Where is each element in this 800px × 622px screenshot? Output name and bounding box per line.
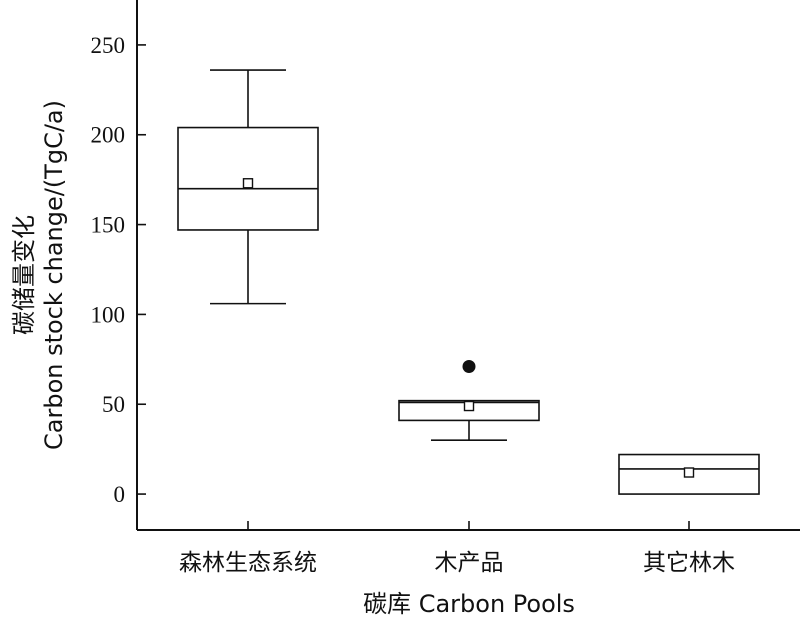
x-ticks: 森林生态系统 木产品 其它林木	[179, 521, 735, 576]
y-tick-label: 200	[91, 123, 126, 148]
box-group	[618, 453, 760, 495]
x-category-label: 其它林木	[643, 550, 735, 576]
box-group	[177, 69, 319, 305]
y-tick-label: 0	[114, 482, 126, 507]
y-tick-label: 50	[102, 392, 125, 417]
x-axis-title: 碳库 Carbon Pools	[363, 590, 575, 618]
y-ticks: 0 50 100 150 200 250	[91, 33, 146, 507]
mean-marker	[242, 178, 254, 189]
axes	[136, 0, 800, 531]
y-tick-label: 100	[91, 302, 126, 327]
y-axis-title-cn: 碳储量变化	[10, 215, 38, 335]
y-tick-label: 250	[91, 33, 126, 58]
y-axis-title: 碳储量变化 Carbon stock change/(TgC/a)	[10, 100, 68, 450]
x-category-label: 森林生态系统	[179, 550, 317, 576]
outlier-point	[462, 360, 476, 374]
y-tick-label: 150	[91, 213, 126, 238]
x-category-label: 木产品	[435, 550, 504, 576]
mean-marker	[683, 467, 695, 478]
mean-marker	[463, 400, 475, 412]
box-group	[398, 360, 540, 441]
boxes	[177, 69, 760, 495]
y-axis-title-en: Carbon stock change/(TgC/a)	[40, 100, 68, 450]
